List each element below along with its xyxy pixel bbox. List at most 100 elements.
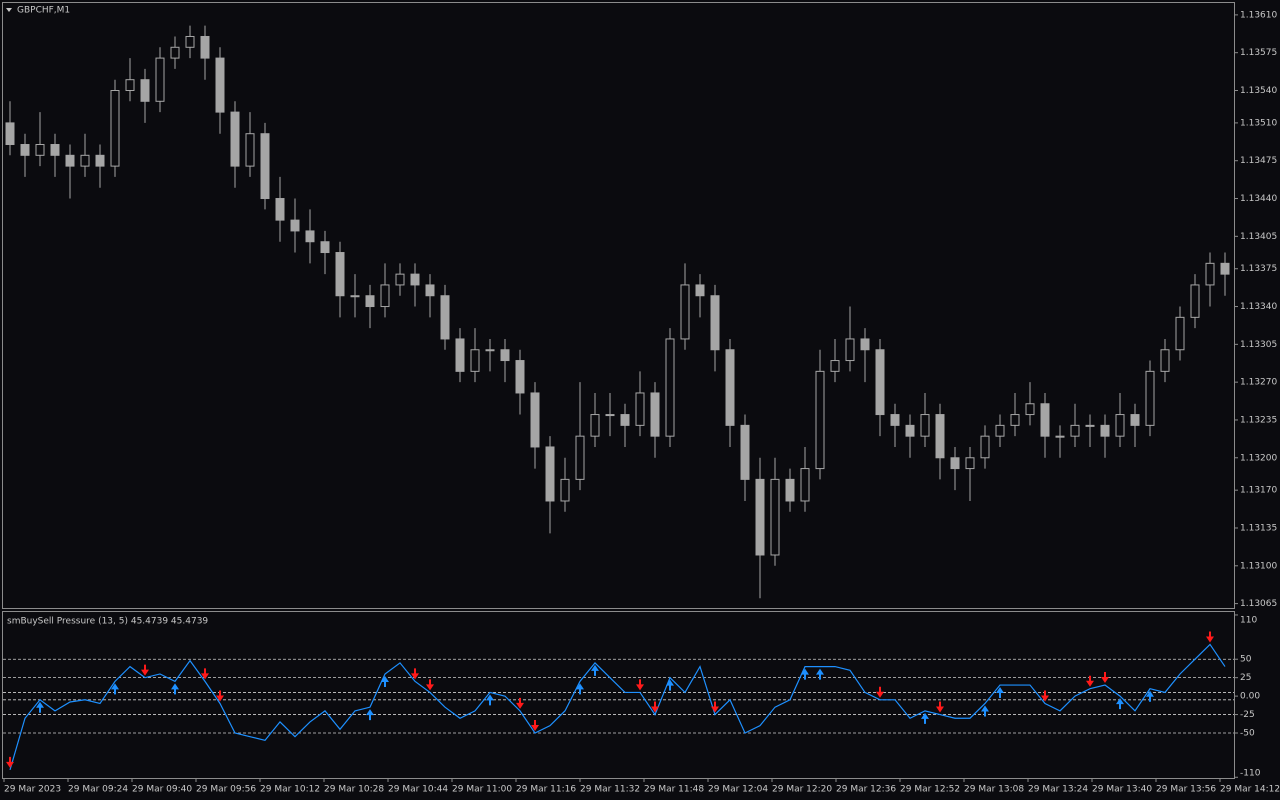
- x-tick-label: 29 Mar 09:40: [132, 785, 192, 795]
- y-tick-label: 0.00: [1240, 692, 1260, 702]
- candle-body: [1205, 262, 1215, 286]
- candle-body: [200, 35, 210, 59]
- y-tick-label: 1.13475: [1240, 156, 1277, 166]
- y-tick-label: 1.13405: [1240, 232, 1277, 242]
- candle-body: [425, 284, 435, 297]
- candle-body: [635, 392, 645, 426]
- sell-arrow: [426, 679, 434, 691]
- candle-body: [335, 252, 345, 297]
- sell-arrow: [411, 668, 419, 680]
- x-tick-label: 29 Mar 09:56: [196, 785, 256, 795]
- candle-body: [830, 360, 840, 372]
- x-tick-label: 29 Mar 11:48: [644, 785, 704, 795]
- candle-body: [785, 478, 795, 502]
- candle-body: [1145, 370, 1155, 426]
- candle-body: [1160, 349, 1170, 372]
- candle-body: [875, 349, 885, 416]
- candle-body: [680, 284, 690, 340]
- candle-body: [980, 435, 990, 459]
- y-tick-label: 1.13440: [1240, 194, 1277, 204]
- x-tick-label: 29 Mar 11:32: [580, 785, 640, 795]
- y-tick-label: 1.13575: [1240, 48, 1277, 58]
- sell-arrow: [216, 690, 224, 702]
- x-tick-label: 29 Mar 13:08: [964, 785, 1024, 795]
- y-tick-label: -50: [1240, 728, 1255, 738]
- candle-body: [35, 144, 45, 156]
- candle-body: [5, 122, 15, 146]
- candle-body: [230, 111, 240, 167]
- x-tick-label: 29 Mar 13:24: [1028, 785, 1088, 795]
- candle-body: [560, 478, 570, 502]
- candle-body: [530, 392, 540, 448]
- sell-arrow: [141, 664, 149, 676]
- candle-body: [245, 133, 255, 167]
- candle-body: [155, 57, 165, 102]
- candle-body: [1100, 424, 1110, 437]
- candle-body: [1175, 316, 1185, 351]
- x-tick-label: 29 Mar 12:20: [772, 785, 832, 795]
- candle-body: [860, 338, 870, 351]
- x-tick-label: 29 Mar 11:16: [516, 785, 576, 795]
- x-tick-label: 29 Mar 12:52: [900, 785, 960, 795]
- x-tick-label: 29 Mar 12:04: [708, 785, 768, 795]
- candle-body: [485, 349, 495, 352]
- sell-arrow: [876, 686, 884, 698]
- candle-body: [1085, 424, 1095, 427]
- buy-arrow: [381, 675, 389, 687]
- sell-arrow: [636, 679, 644, 691]
- candle-body: [20, 144, 30, 156]
- candle-body: [905, 424, 915, 437]
- y-tick-label: 25: [1240, 673, 1251, 683]
- symbol-menu-icon[interactable]: [6, 8, 12, 12]
- sell-arrow: [6, 756, 14, 768]
- buy-arrow: [486, 694, 494, 706]
- sell-arrow: [936, 701, 944, 713]
- candle-body: [50, 144, 60, 156]
- candle-body: [140, 79, 150, 102]
- x-tick-label: 29 Mar 13:40: [1092, 785, 1152, 795]
- candle-body: [95, 154, 105, 167]
- candle-body: [920, 414, 930, 437]
- candle-body: [605, 414, 615, 417]
- sell-arrow: [1101, 672, 1109, 684]
- candle-body: [1190, 284, 1200, 318]
- buy-arrow: [111, 683, 119, 695]
- y-tick-label: 1.13305: [1240, 340, 1277, 350]
- candle-body: [455, 338, 465, 372]
- x-tick-label: 29 Mar 14:12: [1220, 785, 1280, 795]
- candle-body: [1055, 435, 1065, 438]
- buy-arrow: [996, 687, 1004, 699]
- buy-arrow: [816, 668, 824, 680]
- candle-body: [185, 35, 195, 48]
- candle-body: [545, 446, 555, 502]
- x-tick-label: 29 Mar 10:28: [324, 785, 384, 795]
- y-tick-label: 1.13340: [1240, 302, 1277, 312]
- candle-body: [845, 338, 855, 362]
- candle-body: [710, 295, 720, 351]
- candle-body: [950, 457, 960, 470]
- candle-body: [695, 284, 705, 297]
- candle-body: [590, 414, 600, 437]
- buy-arrow: [36, 701, 44, 713]
- y-tick-label: -110: [1240, 769, 1261, 779]
- candle-body: [1025, 403, 1035, 416]
- candle-body: [890, 414, 900, 426]
- sell-arrow: [711, 701, 719, 713]
- candle-body: [500, 349, 510, 362]
- candle-body: [935, 414, 945, 459]
- candle-body: [725, 349, 735, 426]
- candle-body: [1220, 262, 1230, 275]
- y-tick-label: 1.13540: [1240, 86, 1277, 96]
- candle-body: [620, 414, 630, 426]
- sell-arrow: [516, 697, 524, 709]
- candle-body: [65, 154, 75, 167]
- candle-body: [650, 392, 660, 437]
- candle-body: [470, 349, 480, 372]
- x-tick-label: 29 Mar 2023: [4, 785, 61, 795]
- y-tick-label: 1.13235: [1240, 415, 1277, 425]
- buy-arrow: [171, 683, 179, 695]
- y-tick-label: 1.13100: [1240, 561, 1277, 571]
- indicator-panel: [2, 611, 1235, 779]
